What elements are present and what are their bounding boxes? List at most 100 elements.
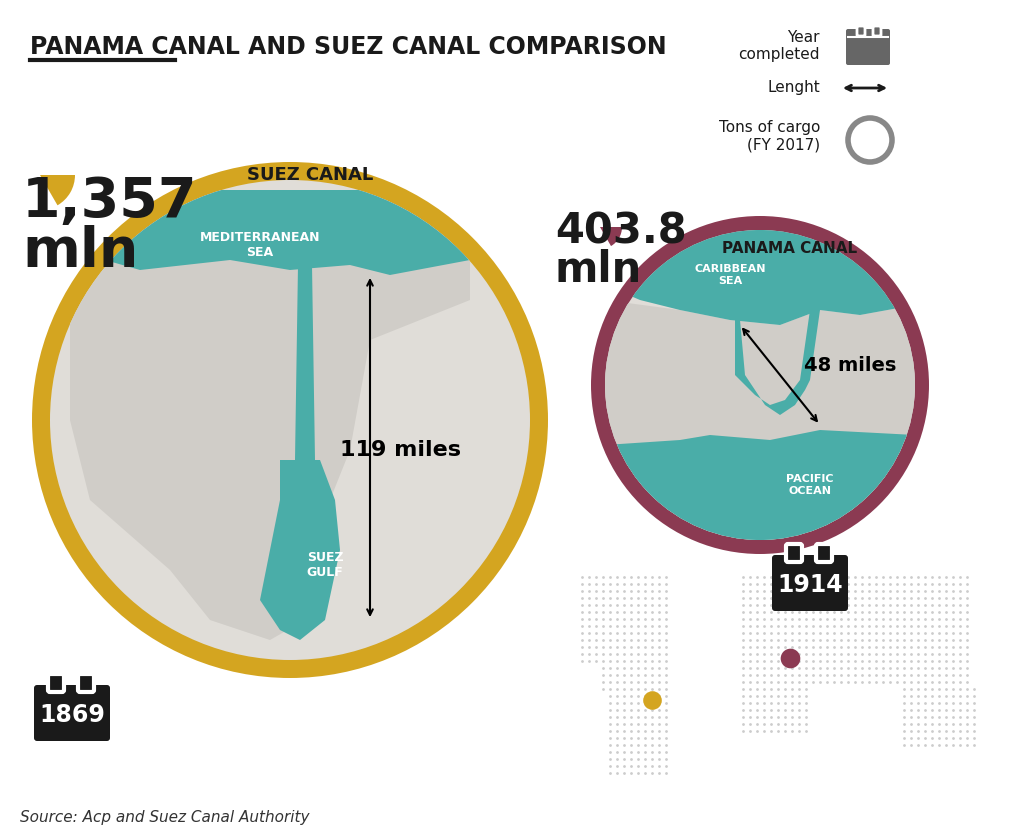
Point	[874, 591, 891, 605]
Point	[916, 571, 933, 584]
Point	[938, 620, 954, 633]
Point	[644, 571, 660, 584]
Point	[867, 676, 884, 689]
Point	[903, 626, 920, 640]
Point	[958, 606, 975, 619]
Point	[882, 641, 898, 654]
Point	[581, 620, 597, 633]
Point	[958, 717, 975, 731]
Point	[644, 647, 660, 661]
Point	[770, 598, 786, 611]
Point	[609, 633, 626, 646]
Point	[874, 655, 891, 668]
Point	[924, 606, 940, 619]
Point	[952, 633, 969, 646]
Point	[896, 598, 912, 611]
Point	[833, 641, 849, 654]
Point	[630, 676, 646, 689]
Point	[874, 668, 891, 681]
Point	[896, 641, 912, 654]
Point	[909, 626, 926, 640]
Point	[874, 577, 891, 591]
Point	[735, 682, 752, 696]
Point	[630, 690, 646, 703]
Point	[847, 633, 863, 646]
Point	[623, 571, 639, 584]
Point	[783, 571, 800, 584]
Point	[825, 620, 842, 633]
Point	[735, 598, 752, 611]
Point	[896, 731, 912, 745]
Point	[819, 641, 836, 654]
Point	[735, 668, 752, 681]
Point	[889, 668, 905, 681]
Point	[630, 577, 646, 591]
Point	[805, 584, 821, 597]
Point	[651, 746, 668, 759]
Point	[651, 690, 668, 703]
Point	[630, 752, 646, 766]
Polygon shape	[295, 265, 315, 465]
Point	[833, 668, 849, 681]
Point	[916, 676, 933, 689]
Point	[924, 668, 940, 681]
Point	[889, 676, 905, 689]
Point	[749, 725, 765, 738]
Point	[615, 696, 632, 710]
Point	[867, 591, 884, 605]
Point	[847, 606, 863, 619]
Point	[791, 598, 807, 611]
Point	[777, 655, 794, 668]
Point	[735, 655, 752, 668]
Point	[840, 606, 856, 619]
Point	[903, 676, 920, 689]
Point	[952, 641, 969, 654]
Point	[609, 626, 626, 640]
Point	[867, 668, 884, 681]
Point	[805, 633, 821, 646]
Point	[847, 612, 863, 626]
Point	[931, 696, 947, 710]
Point	[924, 711, 940, 724]
Point	[756, 682, 772, 696]
Point	[770, 633, 786, 646]
Point	[952, 696, 969, 710]
Point	[791, 633, 807, 646]
Point	[952, 655, 969, 668]
Point	[909, 641, 926, 654]
Point	[735, 690, 752, 703]
Point	[735, 696, 752, 710]
Point	[861, 647, 878, 661]
Point	[595, 626, 611, 640]
Point	[644, 725, 660, 738]
Point	[657, 647, 674, 661]
Point	[609, 746, 626, 759]
Point	[588, 598, 604, 611]
Point	[770, 725, 786, 738]
Point	[644, 731, 660, 745]
Point	[812, 655, 828, 668]
Point	[644, 690, 660, 703]
Point	[903, 633, 920, 646]
Point	[833, 591, 849, 605]
Point	[812, 620, 828, 633]
Point	[783, 676, 800, 689]
Point	[952, 612, 969, 626]
Point	[798, 584, 814, 597]
Point	[741, 703, 758, 716]
Point	[783, 612, 800, 626]
Point	[847, 620, 863, 633]
Point	[896, 612, 912, 626]
Point	[840, 668, 856, 681]
Point	[581, 655, 597, 668]
Point	[573, 626, 590, 640]
Point	[777, 661, 794, 675]
Point	[874, 641, 891, 654]
Point	[630, 711, 646, 724]
Point	[833, 571, 849, 584]
Point	[952, 584, 969, 597]
Point	[896, 696, 912, 710]
Point	[874, 633, 891, 646]
Point	[924, 696, 940, 710]
Point	[602, 626, 618, 640]
